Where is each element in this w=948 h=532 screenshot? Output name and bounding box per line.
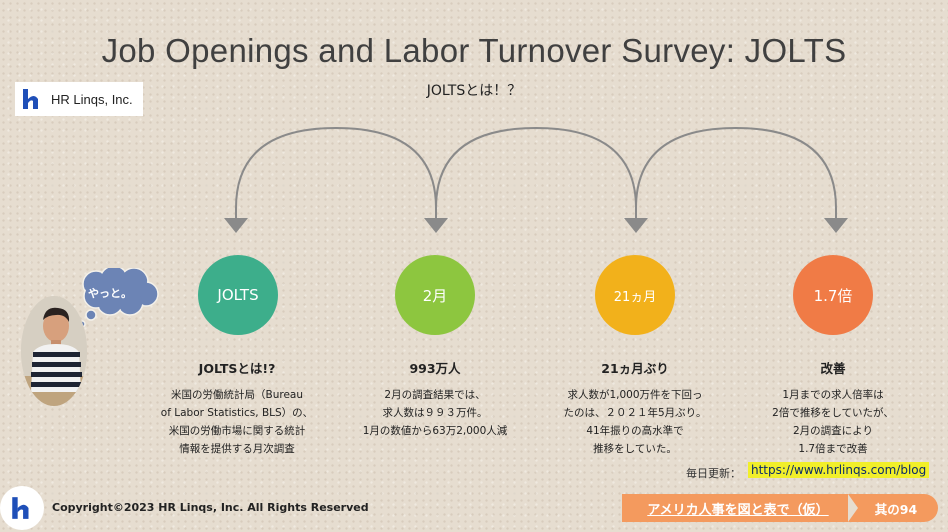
step-description-jolts: JOLTSとは!? 米国の労働統計局（Bureau of Labor Stati… (137, 358, 337, 458)
step-text-line: 情報を提供する月次調査 (179, 443, 295, 455)
step-text-line: 2月の調査結果では、 (384, 389, 486, 401)
step-circle-jolts: JOLTS (198, 255, 278, 335)
step-description-ratio: 改善 1月までの求人倍率は 2倍で推移をしていたが、 2月の調査により 1.7倍… (733, 358, 933, 458)
step-heading: JOLTSとは!? (198, 361, 276, 376)
step-description-21-months: 21ヵ月ぶり 求人数が1,000万件を下回っ たのは、２０２１年5月ぶり。 41… (535, 358, 735, 458)
person-illustration (21, 296, 87, 406)
step-text-line: 推移をしていた。 (593, 443, 677, 455)
series-banner-label[interactable]: アメリカ人事を図と表で（仮） (647, 502, 829, 518)
page-title: Job Openings and Labor Turnover Survey: … (101, 32, 847, 69)
arc-arrow-3 (635, 126, 837, 220)
step-heading: 21ヵ月ぶり (601, 361, 669, 376)
blog-link[interactable]: https://www.hrlinqs.com/blog (748, 462, 930, 478)
step-description-february: 993万人 2月の調査結果では、 求人数は９９３万件。 1月の数値から63万2,… (335, 358, 535, 440)
step-text-line: of Labor Statistics, BLS）の、 (160, 407, 314, 419)
logo-text: HR Linqs, Inc. (51, 91, 133, 107)
hr-linqs-logo-icon (23, 89, 38, 109)
arc-arrow-2 (435, 126, 637, 220)
step-circle-february: 2月 (395, 255, 475, 335)
step-text-line: 2月の調査により (793, 425, 873, 437)
step-text-line: 2倍で推移をしていたが、 (772, 407, 894, 419)
step-heading: 改善 (820, 361, 846, 376)
update-label: 毎日更新： (686, 467, 741, 480)
step-heading: 993万人 (409, 361, 461, 376)
step-text-line: 41年振りの高水準で (586, 425, 684, 437)
badge-notch (848, 494, 858, 522)
step-text-line: 1月の数値から63万2,000人減 (362, 425, 508, 437)
arrowhead-2 (424, 218, 448, 233)
step-text-line: 米国の労働市場に関する統計 (168, 425, 306, 437)
step-text-line: 米国の労働統計局（Bureau (171, 389, 303, 401)
arc-arrow-1 (235, 126, 437, 220)
copyright-text: Copyright©2023 HR Linqs, Inc. All Rights… (52, 501, 369, 514)
presenter-avatar (21, 296, 87, 406)
arrowhead-1 (224, 218, 248, 233)
speech-bubble-text: やっと。 (88, 287, 132, 300)
footer-logo (0, 486, 44, 530)
step-circle-label: 1.7倍 (813, 286, 853, 305)
step-circle-ratio: 1.7倍 (793, 255, 873, 335)
step-circle-label: JOLTS (217, 286, 259, 304)
arrowhead-4 (824, 218, 848, 233)
step-text-line: 求人数が1,000万件を下回っ (567, 389, 703, 401)
series-number-badge: 其の94 (848, 494, 938, 522)
company-logo: HR Linqs, Inc. (15, 82, 143, 116)
hr-linqs-logo-icon (12, 497, 29, 519)
arrowhead-3 (624, 218, 648, 233)
flow-arrows (224, 126, 848, 233)
step-circle-21-months: 21ヵ月 (595, 255, 675, 335)
step-text-line: 1.7倍まで改善 (798, 443, 868, 455)
series-number-label: 其の94 (874, 501, 918, 517)
step-text-line: たのは、２０２１年5月ぶり。 (563, 407, 707, 419)
step-text-line: 求人数は９９３万件。 (382, 407, 488, 419)
step-text-line: 1月までの求人倍率は (782, 389, 884, 401)
series-banner[interactable]: アメリカ人事を図と表で（仮） (622, 494, 854, 522)
step-circle-label: 21ヵ月 (613, 289, 657, 305)
thought-bubble-icon (78, 268, 159, 328)
step-circle-label: 2月 (422, 286, 448, 305)
page-subtitle: JOLTSとは！？ (426, 83, 522, 99)
